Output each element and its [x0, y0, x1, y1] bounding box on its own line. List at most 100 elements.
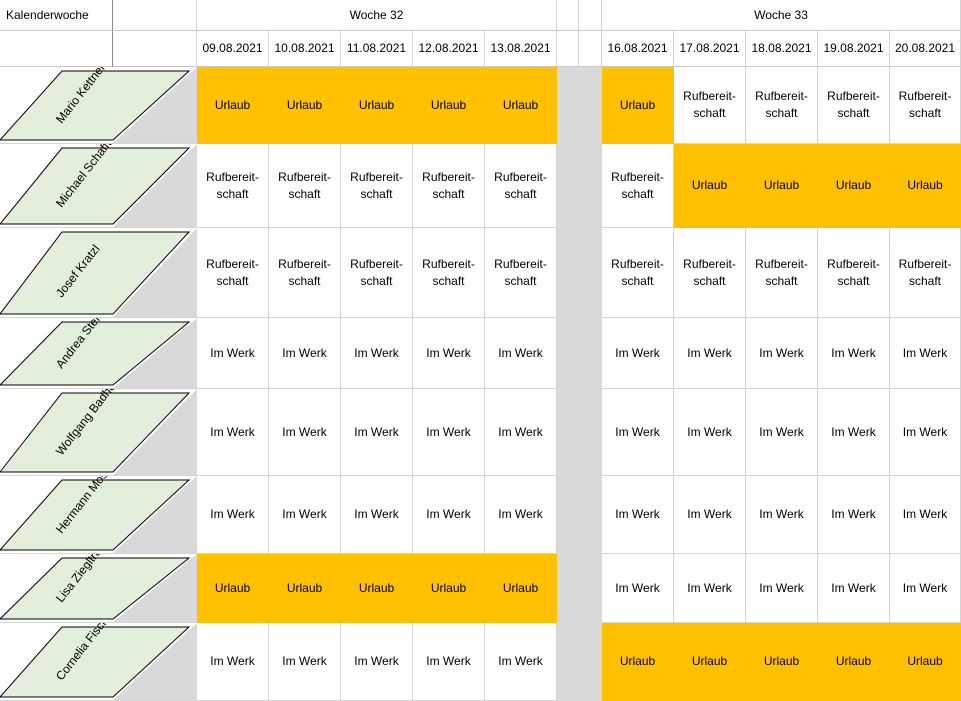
status-cell-rufbereitschaft[interactable]: Rufbereit- schaft [602, 228, 674, 318]
status-cell-rufbereitschaft[interactable]: Rufbereit- schaft [197, 228, 269, 318]
status-cell-im-werk[interactable]: Im Werk [746, 389, 818, 476]
week-33-header[interactable]: Woche 33 [602, 0, 961, 31]
employee-name-cell[interactable]: Cornelia Fischer [0, 623, 197, 701]
status-cell-rufbereitschaft[interactable]: Rufbereit- schaft [341, 228, 413, 318]
status-cell-im-werk[interactable]: Im Werk [197, 318, 269, 389]
status-cell-im-werk[interactable]: Im Werk [413, 318, 485, 389]
status-cell-urlaub[interactable]: Urlaub [602, 67, 674, 144]
status-cell-urlaub[interactable]: Urlaub [269, 554, 341, 623]
status-cell-im-werk[interactable]: Im Werk [341, 623, 413, 701]
status-cell-im-werk[interactable]: Im Werk [602, 554, 674, 623]
status-cell-im-werk[interactable]: Im Werk [485, 389, 557, 476]
status-cell-im-werk[interactable]: Im Werk [413, 476, 485, 554]
status-cell-im-werk[interactable]: Im Werk [890, 554, 961, 623]
spacer-header-cell[interactable] [557, 0, 579, 31]
status-cell-rufbereitschaft[interactable]: Rufbereit- schaft [269, 228, 341, 318]
date-header-cell[interactable]: 16.08.2021 [602, 31, 674, 67]
employee-name-cell[interactable]: Hermann Moser [0, 476, 197, 554]
status-cell-im-werk[interactable]: Im Werk [485, 623, 557, 701]
status-cell-im-werk[interactable]: Im Werk [485, 476, 557, 554]
status-cell-im-werk[interactable]: Im Werk [674, 554, 746, 623]
status-cell-urlaub[interactable]: Urlaub [485, 554, 557, 623]
status-cell-im-werk[interactable]: Im Werk [818, 389, 890, 476]
employee-name-cell[interactable]: Michael Schafft [0, 144, 197, 228]
corner-header-cell[interactable]: Kalenderwoche [0, 0, 113, 31]
status-cell-rufbereitschaft[interactable]: Rufbereit- schaft [890, 228, 961, 318]
status-cell-im-werk[interactable]: Im Werk [197, 476, 269, 554]
status-cell-urlaub[interactable]: Urlaub [818, 144, 890, 228]
status-cell-rufbereitschaft[interactable]: Rufbereit- schaft [746, 228, 818, 318]
status-cell-im-werk[interactable]: Im Werk [674, 476, 746, 554]
status-cell-urlaub[interactable]: Urlaub [602, 623, 674, 701]
status-cell-urlaub[interactable]: Urlaub [485, 67, 557, 144]
status-cell-urlaub[interactable]: Urlaub [818, 623, 890, 701]
spacer-header-cell[interactable] [579, 31, 602, 67]
status-cell-urlaub[interactable]: Urlaub [890, 144, 961, 228]
status-cell-im-werk[interactable]: Im Werk [341, 476, 413, 554]
status-cell-rufbereitschaft[interactable]: Rufbereit- schaft [674, 228, 746, 318]
status-cell-im-werk[interactable]: Im Werk [890, 389, 961, 476]
date-header-cell[interactable]: 12.08.2021 [413, 31, 485, 67]
status-cell-im-werk[interactable]: Im Werk [746, 476, 818, 554]
status-cell-rufbereitschaft[interactable]: Rufbereit- schaft [269, 144, 341, 228]
status-cell-urlaub[interactable]: Urlaub [746, 623, 818, 701]
status-cell-im-werk[interactable]: Im Werk [341, 318, 413, 389]
status-cell-urlaub[interactable]: Urlaub [890, 623, 961, 701]
date-header-cell[interactable]: 09.08.2021 [197, 31, 269, 67]
employee-name-cell[interactable]: Wolfgang Badhorn [0, 389, 197, 476]
status-cell-urlaub[interactable]: Urlaub [341, 67, 413, 144]
employee-name-cell[interactable]: Josef Kratzl [0, 228, 197, 318]
status-cell-im-werk[interactable]: Im Werk [413, 623, 485, 701]
employee-name-cell[interactable]: Lisa Ziegltrum [0, 554, 197, 623]
status-cell-rufbereitschaft[interactable]: Rufbereit- schaft [413, 144, 485, 228]
status-cell-rufbereitschaft[interactable]: Rufbereit- schaft [485, 144, 557, 228]
status-cell-im-werk[interactable]: Im Werk [890, 318, 961, 389]
status-cell-im-werk[interactable]: Im Werk [602, 389, 674, 476]
status-cell-im-werk[interactable]: Im Werk [818, 554, 890, 623]
status-cell-im-werk[interactable]: Im Werk [269, 476, 341, 554]
status-cell-im-werk[interactable]: Im Werk [197, 389, 269, 476]
corner-header-empty-cell[interactable] [113, 0, 197, 31]
status-cell-im-werk[interactable]: Im Werk [269, 389, 341, 476]
week-32-header[interactable]: Woche 32 [197, 0, 557, 31]
status-cell-im-werk[interactable]: Im Werk [197, 623, 269, 701]
status-cell-im-werk[interactable]: Im Werk [413, 389, 485, 476]
status-cell-urlaub[interactable]: Urlaub [746, 144, 818, 228]
status-cell-rufbereitschaft[interactable]: Rufbereit- schaft [485, 228, 557, 318]
status-cell-im-werk[interactable]: Im Werk [818, 318, 890, 389]
date-header-cell[interactable]: 18.08.2021 [746, 31, 818, 67]
status-cell-rufbereitschaft[interactable]: Rufbereit- schaft [413, 228, 485, 318]
status-cell-urlaub[interactable]: Urlaub [413, 554, 485, 623]
status-cell-im-werk[interactable]: Im Werk [674, 389, 746, 476]
status-cell-rufbereitschaft[interactable]: Rufbereit- schaft [341, 144, 413, 228]
status-cell-urlaub[interactable]: Urlaub [197, 554, 269, 623]
status-cell-im-werk[interactable]: Im Werk [269, 318, 341, 389]
status-cell-urlaub[interactable]: Urlaub [413, 67, 485, 144]
status-cell-rufbereitschaft[interactable]: Rufbereit- schaft [674, 67, 746, 144]
status-cell-im-werk[interactable]: Im Werk [674, 318, 746, 389]
status-cell-im-werk[interactable]: Im Werk [269, 623, 341, 701]
status-cell-urlaub[interactable]: Urlaub [341, 554, 413, 623]
status-cell-rufbereitschaft[interactable]: Rufbereit- schaft [197, 144, 269, 228]
date-header-cell[interactable]: 10.08.2021 [269, 31, 341, 67]
status-cell-im-werk[interactable]: Im Werk [746, 318, 818, 389]
status-cell-rufbereitschaft[interactable]: Rufbereit- schaft [818, 228, 890, 318]
employee-name-cell[interactable]: Mario Kettner [0, 67, 197, 144]
status-cell-urlaub[interactable]: Urlaub [269, 67, 341, 144]
date-row-label-cell[interactable] [0, 31, 113, 67]
date-header-cell[interactable]: 11.08.2021 [341, 31, 413, 67]
date-header-cell[interactable]: 13.08.2021 [485, 31, 557, 67]
status-cell-rufbereitschaft[interactable]: Rufbereit- schaft [746, 67, 818, 144]
spacer-header-cell[interactable] [579, 0, 602, 31]
status-cell-rufbereitschaft[interactable]: Rufbereit- schaft [602, 144, 674, 228]
status-cell-urlaub[interactable]: Urlaub [674, 144, 746, 228]
status-cell-im-werk[interactable]: Im Werk [818, 476, 890, 554]
date-header-cell[interactable]: 19.08.2021 [818, 31, 890, 67]
status-cell-im-werk[interactable]: Im Werk [890, 476, 961, 554]
status-cell-urlaub[interactable]: Urlaub [197, 67, 269, 144]
spacer-header-cell[interactable] [557, 31, 579, 67]
status-cell-im-werk[interactable]: Im Werk [602, 318, 674, 389]
date-header-cell[interactable]: 20.08.2021 [890, 31, 961, 67]
status-cell-urlaub[interactable]: Urlaub [674, 623, 746, 701]
date-row-label-cell[interactable] [113, 31, 197, 67]
